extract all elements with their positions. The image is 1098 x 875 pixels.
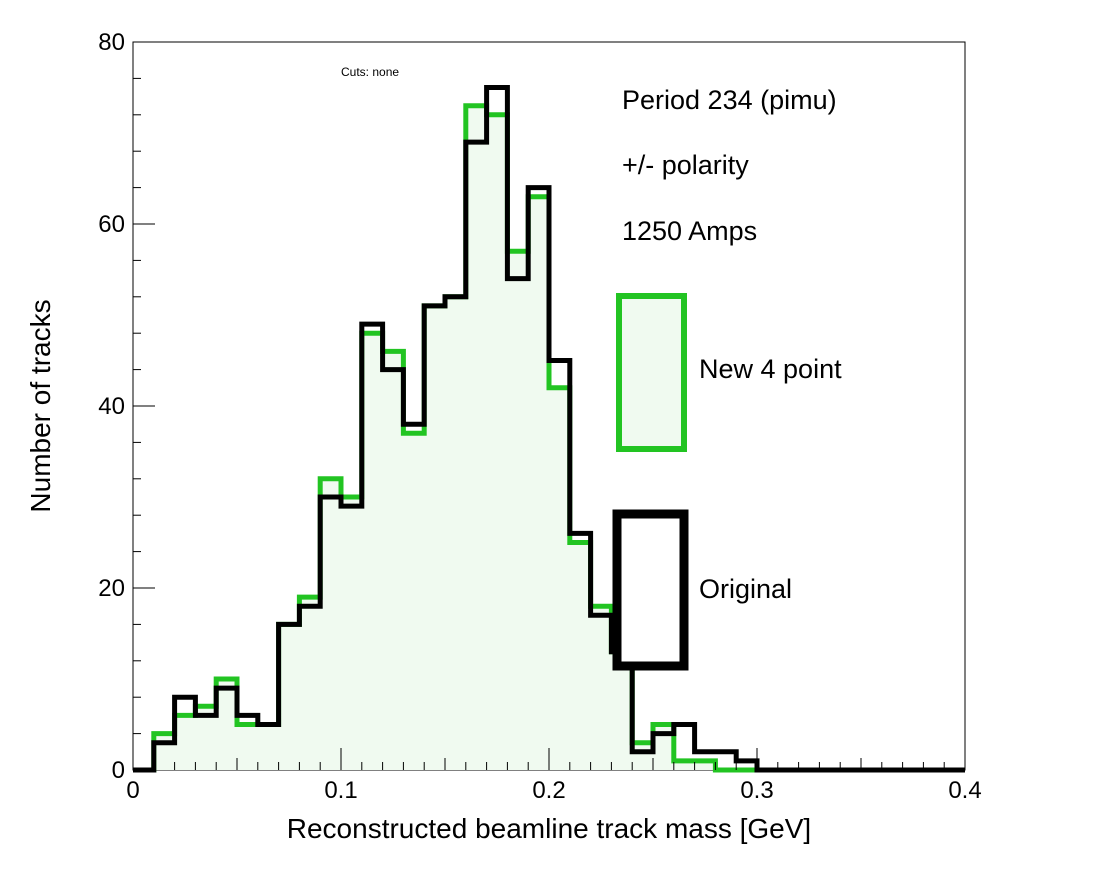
x-axis-title: Reconstructed beamline track mass [GeV] — [287, 813, 811, 844]
polarity-label: +/- polarity — [622, 150, 749, 180]
x-tick-label: 0.4 — [948, 777, 981, 804]
legend-swatch-original — [612, 509, 689, 671]
y-tick-label: 80 — [98, 29, 125, 56]
y-tick-label: 40 — [98, 393, 125, 420]
cuts-label: Cuts: none — [341, 65, 399, 79]
y-tick-label: 60 — [98, 211, 125, 238]
y-tick-label: 20 — [98, 575, 125, 602]
period-label: Period 234 (pimu) — [622, 85, 837, 115]
x-tick-label: 0.1 — [324, 777, 357, 804]
x-tick-label: 0.3 — [740, 777, 773, 804]
legend-swatch-new-4-point — [616, 293, 687, 452]
y-tick-label: 0 — [112, 757, 125, 784]
series-new-4-point-fill — [133, 105, 965, 770]
legend-label-original: Original — [699, 574, 792, 604]
y-axis-title: Number of tracks — [25, 299, 56, 512]
tick-layer: 0 0.1 0.2 0.3 0.4 0 20 40 60 80 — [98, 29, 981, 804]
legend: New 4 point Original — [612, 293, 842, 671]
current-label: 1250 Amps — [622, 216, 757, 246]
x-tick-label: 0 — [126, 777, 139, 804]
histogram-layer — [133, 85, 965, 773]
legend-label-new-4-point: New 4 point — [699, 354, 842, 384]
x-tick-label: 0.2 — [532, 777, 565, 804]
series-original-line — [133, 85, 965, 773]
